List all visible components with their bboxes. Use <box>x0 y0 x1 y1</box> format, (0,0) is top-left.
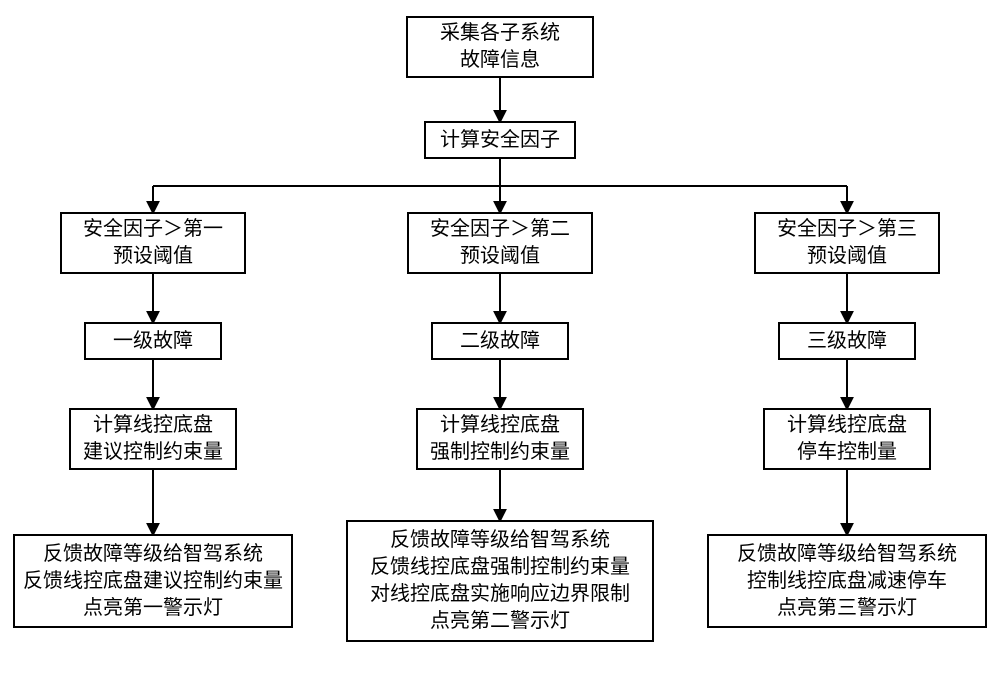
flowchart-node-n5b: 计算线控底盘 强制控制约束量 <box>416 408 584 470</box>
flowchart-node-n4c: 三级故障 <box>778 322 916 360</box>
flowchart-node-n5a: 计算线控底盘 建议控制约束量 <box>69 408 237 470</box>
flowchart-node-n6a: 反馈故障等级给智驾系统 反馈线控底盘建议控制约束量 点亮第一警示灯 <box>13 534 293 628</box>
flowchart-node-n6c: 反馈故障等级给智驾系统 控制线控底盘减速停车 点亮第三警示灯 <box>707 534 987 628</box>
flowchart-node-n6b: 反馈故障等级给智驾系统 反馈线控底盘强制控制约束量 对线控底盘实施响应边界限制 … <box>346 520 654 642</box>
flowchart-canvas: 采集各子系统 故障信息计算安全因子安全因子＞第一 预设阈值 安全因子＞第二 预设阈… <box>0 0 1000 674</box>
flowchart-node-n3b: 安全因子＞第二 预设阈值 <box>407 212 593 274</box>
flowchart-node-n1: 采集各子系统 故障信息 <box>406 16 594 78</box>
flowchart-node-n5c: 计算线控底盘 停车控制量 <box>763 408 931 470</box>
flowchart-node-n4a: 一级故障 <box>84 322 222 360</box>
flowchart-node-n3c: 安全因子＞第三 预设阈值 <box>754 212 940 274</box>
flowchart-node-n4b: 二级故障 <box>431 322 569 360</box>
flowchart-node-n3a: 安全因子＞第一 预设阈值 <box>60 212 246 274</box>
flowchart-node-n2: 计算安全因子 <box>424 121 576 159</box>
